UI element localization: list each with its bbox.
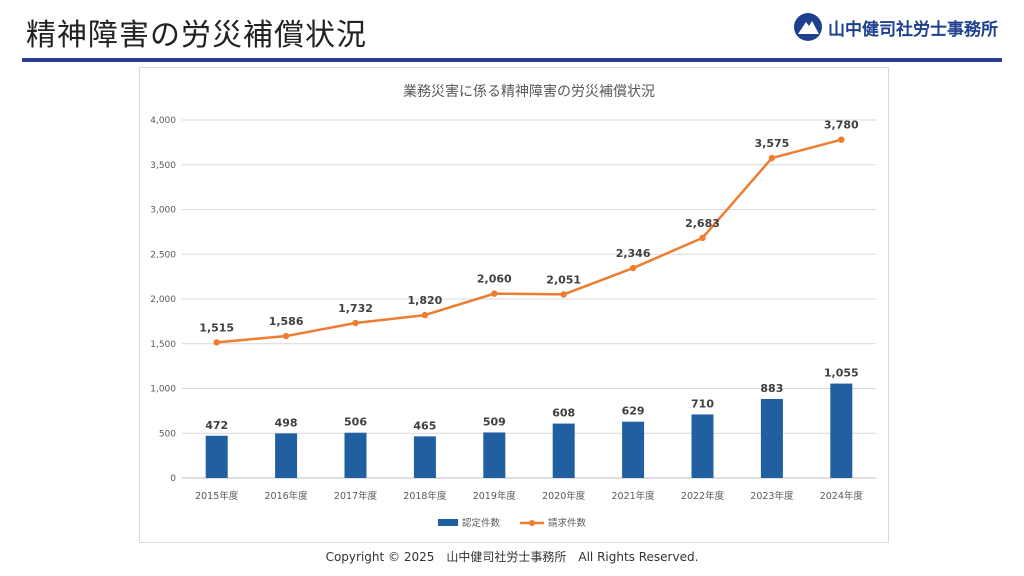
bar-data-label: 1,055 bbox=[824, 367, 859, 380]
bar bbox=[205, 435, 228, 478]
x-tick-label: 2022年度 bbox=[681, 490, 725, 502]
line-point bbox=[421, 311, 429, 319]
logo-text: 山中健司社労士事務所 bbox=[828, 19, 998, 40]
bar-data-label: 629 bbox=[622, 405, 645, 418]
y-tick-label: 3,500 bbox=[150, 161, 176, 171]
y-tick-label: 1,500 bbox=[150, 340, 176, 350]
x-tick-label: 2021年度 bbox=[612, 490, 656, 502]
bar-data-label: 506 bbox=[344, 416, 367, 429]
line-data-label: 1,515 bbox=[199, 321, 234, 334]
bar bbox=[760, 398, 783, 478]
header-divider bbox=[22, 58, 1002, 62]
line-point bbox=[213, 339, 220, 346]
x-tick-label: 2018年度 bbox=[403, 490, 447, 502]
x-tick-label: 2020年度 bbox=[542, 490, 586, 502]
line-point bbox=[352, 319, 359, 327]
line-data-label: 1,732 bbox=[338, 302, 373, 315]
copyright-footer: Copyright © 2025 山中健司社労士事務所 All Rights R… bbox=[325, 550, 699, 564]
line-point bbox=[768, 154, 776, 162]
line-series bbox=[216, 138, 842, 344]
bar bbox=[622, 421, 645, 478]
line-data-label: 1,586 bbox=[269, 315, 304, 328]
bar bbox=[691, 414, 714, 478]
legend-label: 認定件数 bbox=[462, 517, 501, 529]
y-tick-label: 500 bbox=[159, 429, 176, 439]
legend-label: 請求件数 bbox=[548, 517, 587, 529]
line-point bbox=[282, 332, 290, 340]
bar-data-label: 498 bbox=[275, 416, 298, 429]
y-tick-label: 1,000 bbox=[150, 385, 176, 395]
x-tick-label: 2019年度 bbox=[473, 490, 517, 502]
chart-title: 業務災害に係る精神障害の労災補償状況 bbox=[403, 84, 655, 100]
line-point bbox=[560, 291, 567, 298]
line-data-label: 2,683 bbox=[685, 217, 720, 230]
line-data-label: 1,820 bbox=[408, 294, 443, 307]
bar bbox=[483, 432, 506, 478]
y-tick-label: 2,000 bbox=[150, 295, 176, 305]
line-data-label: 2,051 bbox=[546, 273, 581, 286]
legend-line-marker bbox=[529, 520, 535, 526]
mountain-logo-icon bbox=[794, 13, 822, 41]
y-tick-label: 4,000 bbox=[150, 116, 176, 126]
y-tick-label: 3,000 bbox=[150, 206, 176, 216]
x-tick-label: 2016年度 bbox=[265, 490, 309, 502]
company-logo: 山中健司社労士事務所 bbox=[793, 12, 998, 42]
bar bbox=[344, 432, 367, 478]
bar-data-label: 710 bbox=[691, 397, 714, 410]
chart-frame: 業務災害に係る精神障害の労災補償状況 0 500 1,000 1,500 2,000 2,5… bbox=[139, 67, 889, 543]
y-tick-label: 2,500 bbox=[150, 250, 176, 260]
x-tick-label: 2017年度 bbox=[334, 490, 378, 502]
bar-data-label: 883 bbox=[760, 382, 783, 395]
bar bbox=[275, 433, 298, 478]
legend-bar-swatch bbox=[438, 519, 458, 526]
line-data-label: 3,575 bbox=[755, 137, 790, 150]
bar-data-label: 465 bbox=[413, 419, 436, 432]
bar-data-label: 472 bbox=[205, 419, 228, 432]
line-data-label: 3,780 bbox=[824, 119, 859, 132]
y-tick-label: 0 bbox=[170, 474, 176, 484]
line-data-label: 2,346 bbox=[616, 247, 651, 260]
bar bbox=[552, 423, 575, 478]
x-tick-label: 2015年度 bbox=[195, 490, 239, 502]
line-point bbox=[699, 234, 706, 242]
chart: 業務災害に係る精神障害の労災補償状況 0 500 1,000 1,500 2,000 2,5… bbox=[150, 84, 876, 529]
bar bbox=[830, 383, 853, 478]
bar-data-label: 509 bbox=[483, 415, 506, 428]
x-tick-label: 2024年度 bbox=[820, 490, 864, 502]
line-point bbox=[629, 264, 637, 272]
x-tick-label: 2023年度 bbox=[750, 490, 794, 502]
page-title: 精神障害の労災補償状況 bbox=[26, 18, 367, 53]
line-point bbox=[491, 290, 498, 297]
bar-data-label: 608 bbox=[552, 407, 575, 420]
line-point bbox=[838, 136, 845, 143]
bar bbox=[413, 436, 436, 478]
line-data-label: 2,060 bbox=[477, 273, 512, 286]
